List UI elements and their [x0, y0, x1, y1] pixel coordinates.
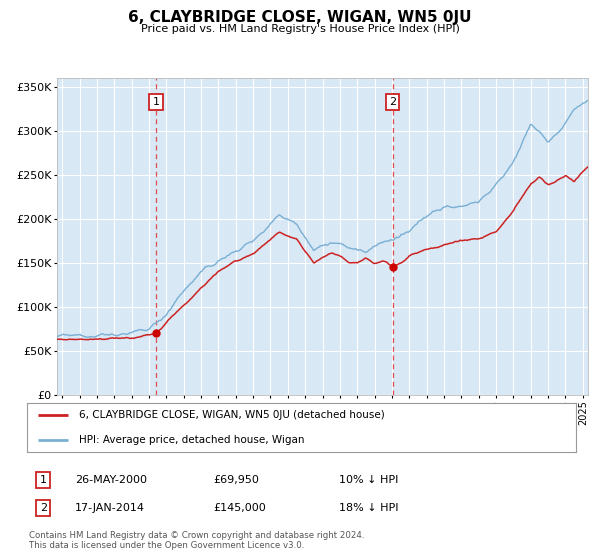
Text: 10% ↓ HPI: 10% ↓ HPI [339, 475, 398, 485]
Text: 6, CLAYBRIDGE CLOSE, WIGAN, WN5 0JU (detached house): 6, CLAYBRIDGE CLOSE, WIGAN, WN5 0JU (det… [79, 410, 385, 420]
Text: 1: 1 [40, 475, 47, 485]
Text: 17-JAN-2014: 17-JAN-2014 [75, 503, 145, 513]
Text: 6, CLAYBRIDGE CLOSE, WIGAN, WN5 0JU: 6, CLAYBRIDGE CLOSE, WIGAN, WN5 0JU [128, 10, 472, 25]
Text: 2: 2 [40, 503, 47, 513]
Text: 26-MAY-2000: 26-MAY-2000 [75, 475, 147, 485]
Text: 1: 1 [152, 97, 160, 107]
Text: Contains HM Land Registry data © Crown copyright and database right 2024.
This d: Contains HM Land Registry data © Crown c… [29, 530, 364, 550]
Text: £145,000: £145,000 [213, 503, 266, 513]
Text: £69,950: £69,950 [213, 475, 259, 485]
Text: 2: 2 [389, 97, 397, 107]
Text: HPI: Average price, detached house, Wigan: HPI: Average price, detached house, Wiga… [79, 435, 305, 445]
Text: 18% ↓ HPI: 18% ↓ HPI [339, 503, 398, 513]
Text: Price paid vs. HM Land Registry's House Price Index (HPI): Price paid vs. HM Land Registry's House … [140, 24, 460, 34]
